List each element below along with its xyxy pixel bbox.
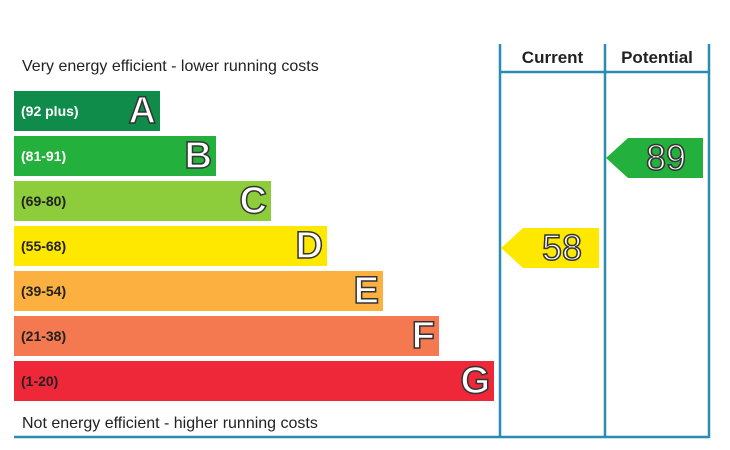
band-e-range: (39-54)	[21, 283, 67, 299]
potential-rating-arrow: 89	[606, 137, 703, 179]
band-f: (21-38) F	[14, 314, 439, 358]
band-g-range: (1-20)	[21, 373, 59, 389]
potential-column-header: Potential	[621, 48, 693, 67]
band-d: (55-68) D	[14, 224, 327, 268]
band-b: (81-91) B	[14, 134, 216, 178]
band-a-letter: A	[128, 89, 157, 133]
current-rating-arrow: 58	[501, 227, 599, 269]
band-c: (69-80) C	[14, 179, 271, 223]
band-c-letter: C	[239, 179, 268, 223]
band-d-letter: D	[295, 224, 324, 268]
band-f-range: (21-38)	[21, 328, 67, 344]
band-b-range: (81-91)	[21, 148, 67, 164]
current-arrow-shape	[501, 228, 599, 268]
band-f-letter: F	[411, 314, 436, 358]
band-b-letter: B	[184, 134, 213, 178]
top-caption: Very energy efficient - lower running co…	[22, 58, 319, 75]
current-rating-value: 58	[541, 227, 583, 269]
band-e-letter: E	[353, 269, 380, 313]
bottom-caption: Not energy efficient - higher running co…	[22, 415, 318, 432]
band-a: (92 plus) A	[14, 89, 160, 133]
potential-rating-value: 89	[645, 137, 687, 179]
potential-arrow-shape	[606, 138, 703, 178]
band-e: (39-54) E	[14, 269, 383, 313]
current-column-header: Current	[521, 48, 584, 67]
band-g-letter: G	[460, 359, 491, 403]
band-c-range: (69-80)	[21, 193, 67, 209]
band-g: (1-20) G	[14, 359, 494, 403]
band-d-range: (55-68)	[21, 238, 67, 254]
band-a-range: (92 plus)	[21, 103, 79, 119]
